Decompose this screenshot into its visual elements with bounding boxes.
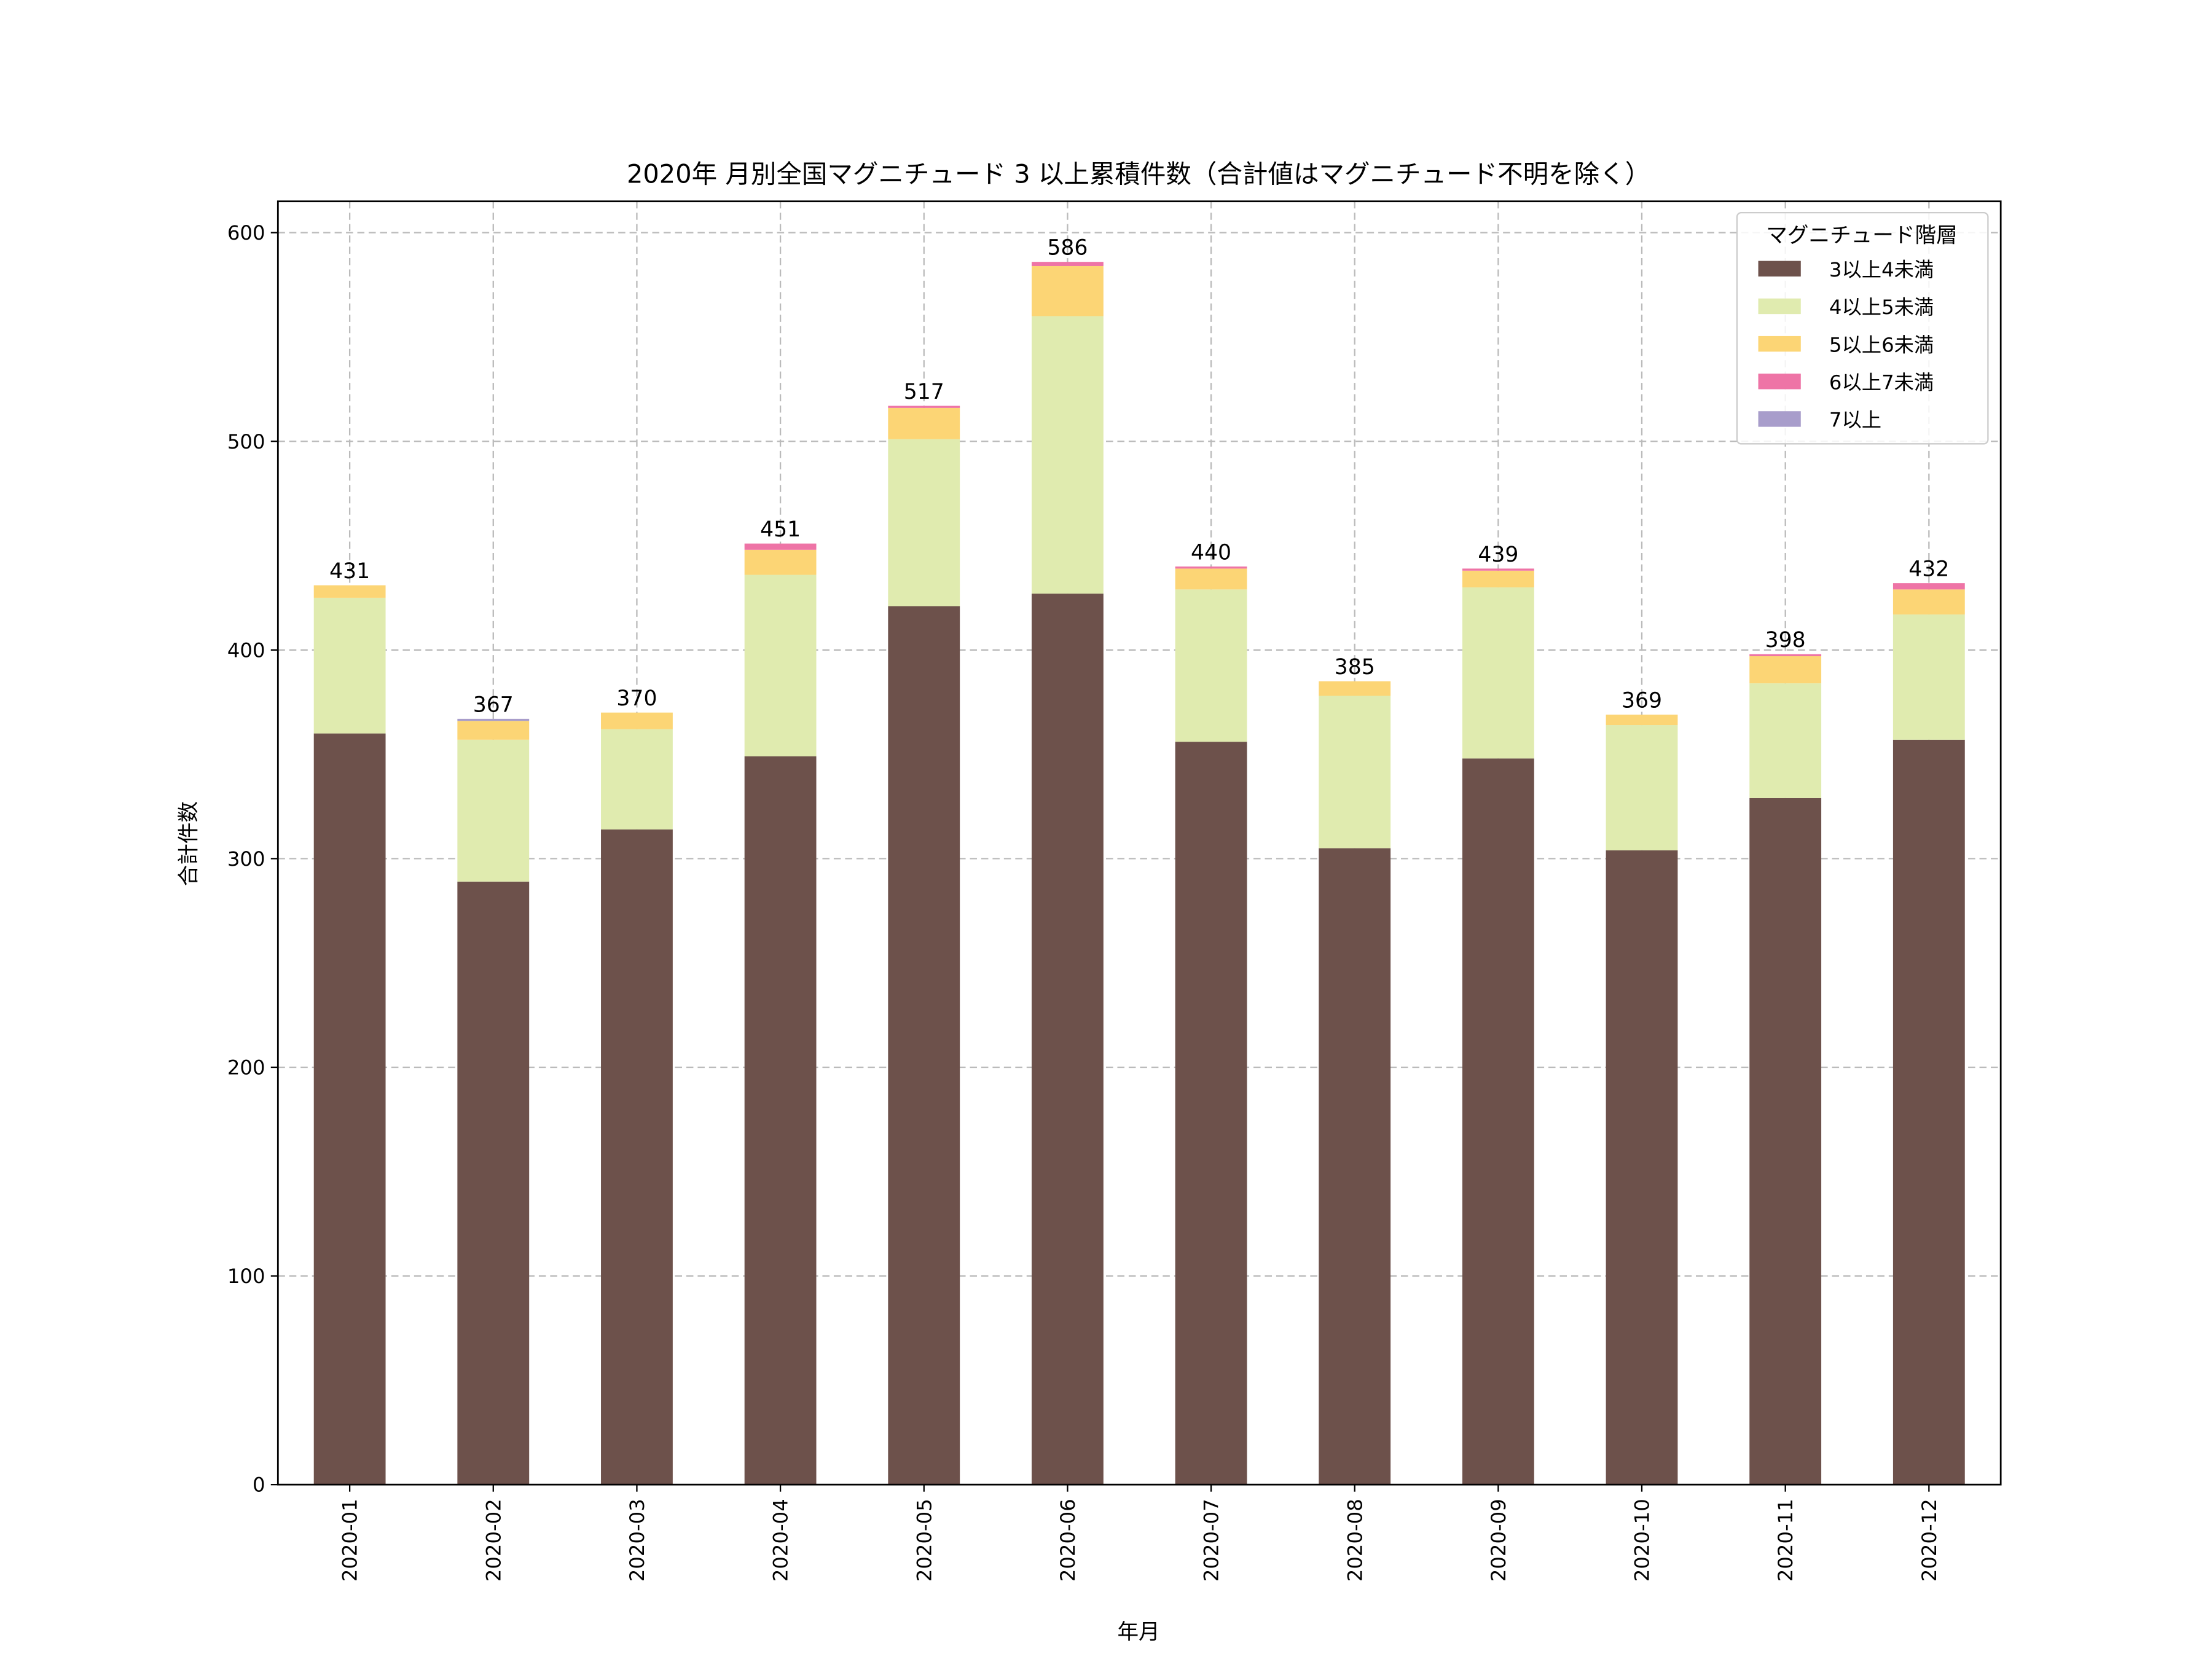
- legend-entry: 5以上6未満: [1829, 333, 1934, 356]
- bar-segment-3: [1031, 265, 1104, 316]
- bar-segment-2: [1749, 683, 1822, 798]
- legend-swatch: [1758, 411, 1801, 427]
- legend-swatch: [1758, 335, 1801, 352]
- total-data-label: 385: [1335, 655, 1375, 680]
- bar-segment-1: [1606, 850, 1678, 1485]
- total-data-label: 517: [904, 380, 944, 404]
- x-tick-label: 2020-11: [1774, 1499, 1797, 1582]
- bar-segment-1: [1031, 594, 1104, 1485]
- bar-segment-1: [601, 829, 673, 1485]
- x-tick-label: 2020-12: [1918, 1499, 1941, 1582]
- x-tick-label: 2020-07: [1200, 1499, 1223, 1582]
- bar-segment-2: [1031, 316, 1104, 594]
- bar-segment-3: [1892, 589, 1965, 615]
- bar-segment-3: [1319, 681, 1391, 696]
- bar-segment-3: [744, 549, 817, 575]
- x-tick-label: 2020-03: [626, 1499, 649, 1582]
- bar-segment-2: [601, 729, 673, 830]
- bar-segment-3: [313, 585, 386, 598]
- bar-segment-3: [1749, 656, 1822, 684]
- legend-swatch: [1758, 374, 1801, 390]
- bar-segment-1: [1892, 739, 1965, 1485]
- bar-segment-4: [1175, 566, 1247, 569]
- bar-segment-4: [1031, 262, 1104, 266]
- x-tick-label: 2020-05: [912, 1499, 936, 1582]
- bar-segment-2: [313, 597, 386, 734]
- total-data-label: 367: [473, 692, 514, 717]
- bar-segment-2: [1175, 589, 1247, 742]
- legend-entry: 6以上7未満: [1829, 371, 1934, 394]
- bar-segment-3: [888, 407, 960, 439]
- bar-segment-2: [1462, 587, 1534, 759]
- x-tick-label: 2020-01: [339, 1499, 362, 1582]
- legend-entry: 3以上4未満: [1829, 258, 1934, 281]
- bar-segment-4: [1749, 654, 1822, 656]
- bar-segment-4: [888, 406, 960, 408]
- legend-swatch: [1758, 298, 1801, 315]
- bar-segment-1: [1319, 848, 1391, 1485]
- legend: マグニチュード階層 3以上4未満 4以上5未満 5以上6未満 6以上7未満 7以上: [1736, 211, 1989, 445]
- bar-segment-3: [1175, 568, 1247, 590]
- bar-segment-4: [1462, 568, 1534, 571]
- bar-segment-3: [601, 712, 673, 729]
- x-tick-label: 2020-09: [1487, 1499, 1510, 1582]
- total-data-label: 439: [1478, 543, 1518, 567]
- y-tick-label: 500: [227, 430, 265, 453]
- y-tick-label: 0: [253, 1473, 265, 1497]
- y-tick-label: 400: [227, 638, 265, 662]
- legend-entry: 7以上: [1829, 409, 1881, 432]
- total-data-label: 451: [760, 517, 801, 542]
- bar-segment-2: [888, 439, 960, 606]
- y-tick-label: 200: [227, 1056, 265, 1080]
- bar-segment-1: [1175, 742, 1247, 1485]
- x-tick-label: 2020-10: [1631, 1499, 1654, 1582]
- total-data-label: 370: [616, 686, 657, 711]
- bar-segment-2: [1319, 696, 1391, 849]
- bar-segment-2: [1892, 614, 1965, 740]
- x-tick-label: 2020-02: [482, 1499, 505, 1582]
- bar-segment-2: [744, 575, 817, 756]
- y-tick-label: 300: [227, 847, 265, 871]
- bar-segment-1: [888, 606, 960, 1485]
- bar-segment-2: [457, 739, 530, 882]
- bar-segment-3: [457, 721, 530, 740]
- legend-swatch: [1758, 261, 1801, 276]
- x-tick-label: 2020-08: [1343, 1499, 1367, 1582]
- total-data-label: 398: [1765, 628, 1806, 653]
- y-tick-label: 600: [227, 221, 265, 245]
- y-tick-label: 100: [227, 1265, 265, 1288]
- bar-segment-1: [1749, 798, 1822, 1485]
- bar-segment-1: [457, 881, 530, 1485]
- total-data-label: 432: [1908, 557, 1949, 582]
- y-axis-label: 合計件数: [176, 801, 201, 886]
- bar-segment-3: [1606, 715, 1678, 726]
- plot-frame: [276, 200, 2002, 1486]
- bar-segment-1: [1462, 758, 1534, 1485]
- bar-segment-5: [457, 718, 530, 721]
- x-axis-label: 年月: [1117, 1620, 1159, 1645]
- legend-title: マグニチュード階層: [1766, 224, 1957, 248]
- bar-segment-1: [313, 733, 386, 1485]
- chart-title: 2020年 月別全国マグニチュード 3 以上累積件数（合計値はマグニチュード不明…: [627, 159, 1650, 189]
- bar-segment-2: [1606, 725, 1678, 850]
- bar-segment-4: [744, 543, 817, 550]
- bar-segment-4: [1892, 583, 1965, 590]
- bar-segment-3: [1462, 570, 1534, 587]
- x-tick-label: 2020-04: [769, 1499, 793, 1582]
- total-data-label: 440: [1191, 540, 1231, 565]
- total-data-label: 431: [329, 559, 370, 584]
- bar-segment-1: [744, 756, 817, 1485]
- total-data-label: 369: [1622, 689, 1662, 713]
- legend-entry: 4以上5未満: [1829, 296, 1934, 319]
- total-data-label: 586: [1047, 236, 1088, 261]
- x-tick-label: 2020-06: [1056, 1499, 1080, 1582]
